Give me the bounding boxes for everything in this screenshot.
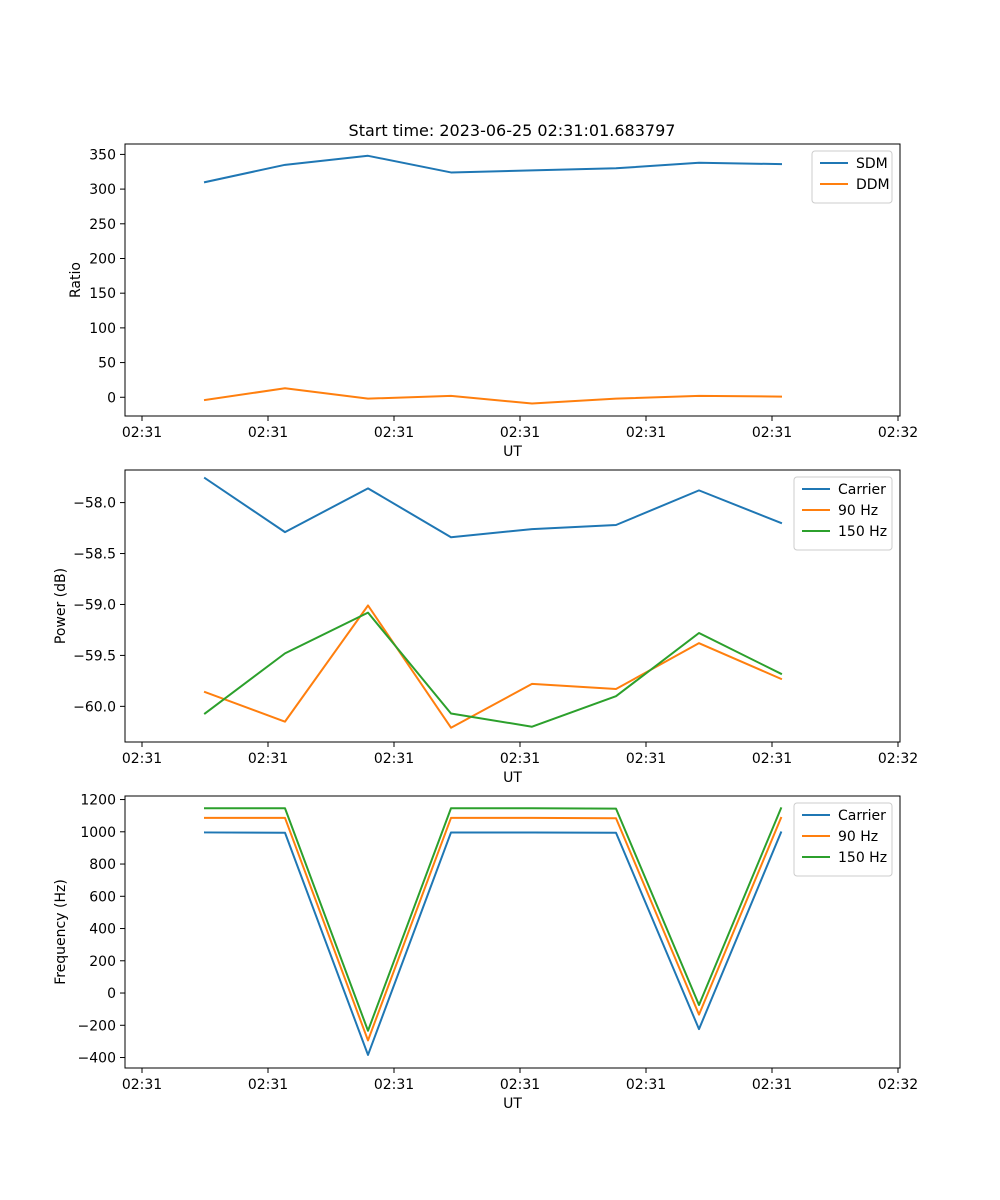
x-axis-label: UT	[503, 1096, 522, 1112]
x-tick-label: 02:31	[122, 751, 162, 767]
y-tick-label: 350	[89, 147, 116, 163]
x-axis-label: UT	[503, 444, 522, 460]
x-tick-label: 02:32	[878, 751, 918, 767]
y-tick-label: −200	[78, 1018, 116, 1034]
axes-3: 02:31 02:31 02:31 02:31 02:31 02:31 02:32 −400 −…	[53, 793, 918, 1112]
x-tick-label: 02:32	[878, 425, 918, 441]
x-tick-label: 02:31	[122, 425, 162, 441]
x-tick-label: 02:31	[248, 425, 288, 441]
y-tick-label: 150	[89, 286, 116, 302]
series-line-90-hz	[203, 604, 783, 729]
legend-label: SDM	[856, 156, 888, 172]
x-tick-label: 02:31	[500, 751, 540, 767]
x-tick-label: 02:32	[878, 1077, 918, 1093]
y-tick-label: 250	[89, 217, 116, 233]
y-tick-label: 0	[107, 390, 116, 406]
y-axis-label: Ratio	[68, 262, 84, 298]
series-line-sdm	[203, 154, 783, 184]
y-axis-label: Frequency (Hz)	[53, 879, 69, 985]
figure-title: Start time: 2023-06-25 02:31:01.683797	[349, 121, 676, 140]
x-tick-label: 02:31	[374, 1077, 414, 1093]
y-tick-label: −59.0	[73, 597, 116, 613]
axes-1: 02:31 02:31 02:31 02:31 02:31 02:31 02:32 0 50 10…	[68, 143, 918, 460]
x-tick-label: 02:31	[500, 1077, 540, 1093]
axes-frame	[124, 143, 901, 417]
y-tick-label: 50	[98, 356, 116, 372]
y-axis-label: Power (dB)	[53, 568, 69, 644]
x-tick-label: 02:31	[752, 1077, 792, 1093]
x-tick-label: 02:31	[626, 751, 666, 767]
x-tick-label: 02:31	[374, 425, 414, 441]
y-tick-label: 300	[89, 182, 116, 198]
axes-frame	[124, 795, 901, 1069]
x-tick-label: 02:31	[248, 1077, 288, 1093]
x-tick-label: 02:31	[122, 1077, 162, 1093]
series-line-ddm	[203, 387, 783, 405]
series-line-150-hz	[204, 806, 783, 1032]
x-tick-label: 02:31	[500, 425, 540, 441]
legend-label: 90 Hz	[838, 829, 878, 845]
y-tick-label: 800	[89, 857, 116, 873]
legend-label: Carrier	[838, 482, 886, 498]
legend-label: 150 Hz	[838, 850, 887, 866]
x-tick-label: 02:31	[248, 751, 288, 767]
series-line-90-hz	[204, 816, 783, 1042]
y-tick-label: −59.5	[73, 648, 116, 664]
x-tick-label: 02:31	[626, 1077, 666, 1093]
series-line-carrier	[203, 476, 783, 539]
axes-frame	[124, 469, 901, 743]
y-tick-label: 0	[107, 986, 116, 1002]
series-line-150-hz	[203, 611, 783, 728]
y-tick-label: 1200	[80, 793, 116, 809]
y-tick-label: −60.0	[73, 699, 116, 715]
series-line-carrier	[203, 831, 783, 1056]
y-tick-label: −400	[78, 1051, 116, 1067]
x-axis-label: UT	[503, 770, 522, 786]
legend-label: Carrier	[838, 808, 886, 824]
y-tick-label: 600	[89, 889, 116, 905]
plots: 02:31 02:31 02:31 02:31 02:31 02:31 02:32 0 50 10…	[53, 143, 918, 1112]
y-tick-label: 1000	[80, 825, 116, 841]
x-tick-label: 02:31	[374, 751, 414, 767]
legend-label: DDM	[856, 177, 890, 193]
y-tick-label: 100	[89, 321, 116, 337]
x-tick-label: 02:31	[752, 425, 792, 441]
y-tick-label: 200	[89, 251, 116, 267]
y-tick-label: 200	[89, 954, 116, 970]
y-tick-label: 400	[89, 922, 116, 938]
y-tick-label: −58.0	[73, 496, 116, 512]
y-tick-label: −58.5	[73, 547, 116, 563]
axes-2: 02:31 02:31 02:31 02:31 02:31 02:31 02:32 −60.0…	[53, 469, 918, 786]
legend-label: 150 Hz	[838, 524, 887, 540]
legend-label: 90 Hz	[838, 503, 878, 519]
x-tick-label: 02:31	[752, 751, 792, 767]
x-tick-label: 02:31	[626, 425, 666, 441]
